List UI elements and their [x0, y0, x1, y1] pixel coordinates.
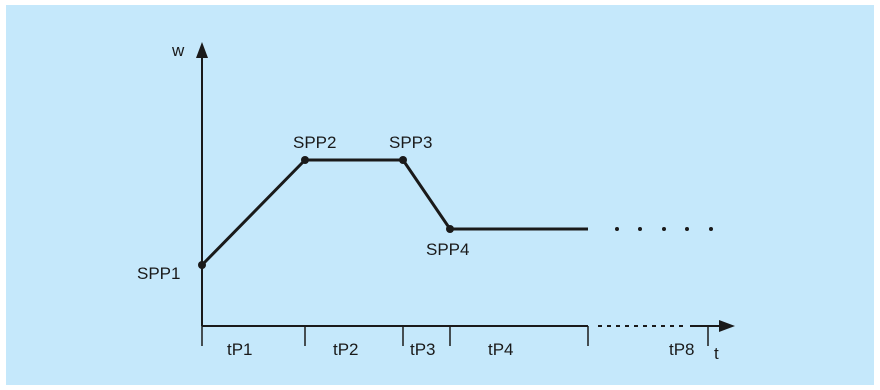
setpoint-label-spp1: SPP1 — [137, 264, 180, 283]
interval-label-tp2: tP2 — [333, 340, 359, 359]
setpoint-label-spp4: SPP4 — [426, 240, 469, 259]
setpoint-marker-spp2 — [301, 156, 309, 164]
y-axis-arrow-icon — [196, 42, 208, 58]
setpoint-marker-spp4 — [446, 225, 454, 233]
diagram-panel — [6, 5, 874, 385]
setpoint-label-spp2: SPP2 — [293, 133, 336, 152]
interval-label-tp4: tP4 — [488, 340, 514, 359]
interval-label-tp3: tP3 — [410, 340, 436, 359]
setpoint-marker-spp3 — [399, 156, 407, 164]
x-axis-arrow-icon — [719, 320, 735, 332]
interval-label-tp1: tP1 — [227, 340, 253, 359]
setpoint-label-spp3: SPP3 — [389, 133, 432, 152]
x-axis-label: t — [714, 344, 719, 363]
y-axis-label: w — [171, 41, 185, 60]
setpoint-profile-line — [200, 158, 588, 267]
continuation-dots — [615, 227, 713, 231]
interval-label-tp8: tP8 — [669, 340, 695, 359]
setpoint-marker-spp1 — [198, 261, 206, 269]
